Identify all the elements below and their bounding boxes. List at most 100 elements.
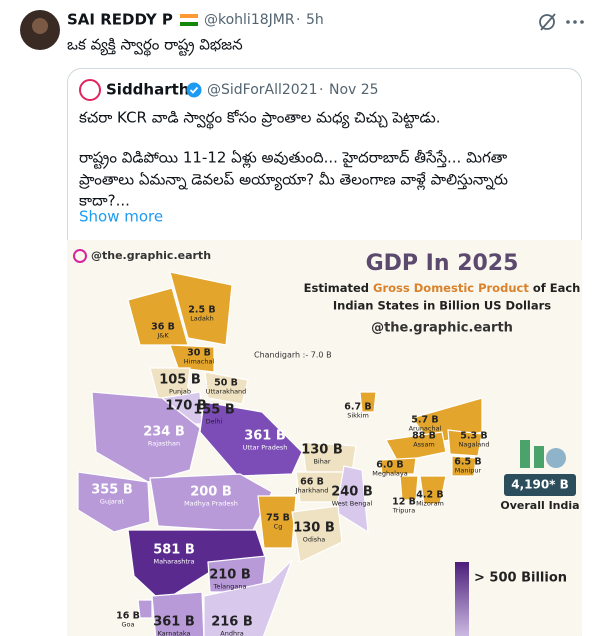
state — [447, 429, 483, 457]
state-value: 581 B — [153, 543, 195, 558]
state — [169, 344, 215, 373]
subtitle-highlight: Gross Domestic Product — [373, 281, 529, 295]
state-value: 16 B — [116, 611, 140, 622]
state-value: 361 B — [244, 429, 286, 444]
state-name: Arunachal — [409, 425, 442, 433]
state-name: Cg — [274, 523, 283, 531]
state-name: Jharkhand — [295, 487, 329, 495]
state-value: 4.2 B — [416, 490, 443, 501]
state-name: Punjab — [169, 388, 191, 396]
state-name: Ladakh — [190, 315, 214, 323]
state-name: Sikkim — [347, 412, 369, 420]
avatar-face — [32, 18, 48, 34]
state-name: Tripura — [392, 507, 415, 515]
overall-box — [504, 474, 576, 496]
grok-icon[interactable] — [539, 13, 556, 31]
overall-label: Overall India — [500, 499, 579, 512]
state — [451, 455, 477, 477]
state-name: Uttar Pradesh — [243, 444, 288, 452]
state — [399, 475, 419, 501]
state-value: 6.0 B — [376, 460, 403, 471]
state-name: Telangana — [213, 583, 247, 591]
flag-band — [180, 18, 198, 22]
quote-author: Siddharth — [106, 81, 189, 99]
state-name: Nagaland — [459, 441, 490, 449]
state — [137, 599, 153, 619]
state — [204, 371, 249, 405]
state-name: Karnataka — [158, 630, 191, 636]
image-subtitle: Estimated Gross Domestic Product of Each — [304, 281, 581, 295]
state-name: Madhya Pradesh — [184, 500, 238, 508]
state — [169, 271, 233, 346]
state-name: Delhi — [206, 418, 223, 426]
state-name: J&K — [156, 332, 169, 340]
quote-line: కచరా KCR వాడి స్వార్థం కోసం ప్రాంతాల మధ్… — [79, 109, 441, 130]
state — [359, 391, 377, 413]
state-name: Odisha — [303, 536, 326, 544]
image-handle: @the.graphic.earth — [91, 249, 211, 262]
time[interactable]: 5h — [306, 12, 324, 28]
state-value: 355 B — [91, 483, 133, 498]
quote-line: ప్రాంతాలు ఏమన్నా డెవలప్ అయ్యాయా? మీ తెలం… — [79, 171, 508, 191]
state — [203, 559, 293, 636]
legend-bar — [455, 562, 469, 636]
coins-icon — [520, 440, 566, 468]
state-value: 234 B — [143, 425, 185, 440]
state — [257, 495, 297, 549]
quote-line: కాదా?... — [79, 192, 130, 210]
more-icon[interactable] — [566, 20, 584, 24]
state — [419, 475, 447, 505]
state-value: 155 B — [193, 403, 235, 418]
state-value: 170 B — [165, 399, 207, 414]
state-value: 66 B — [300, 477, 324, 488]
state — [91, 391, 201, 483]
state-value: 5.3 B — [460, 431, 487, 442]
state-value: 6.5 B — [454, 457, 481, 468]
state-value: 210 B — [209, 568, 251, 583]
state-name: West Bengal — [332, 500, 373, 508]
state-name: Andhra — [220, 630, 243, 636]
state-name: Uttarakhand — [206, 388, 247, 396]
quote-avatar — [79, 79, 101, 101]
handle[interactable]: @kohli18JMR — [204, 12, 295, 28]
separator: · — [319, 82, 323, 98]
state — [127, 287, 189, 346]
image-title: GDP In 2025 — [366, 251, 519, 276]
image-subtitle: Indian States in Billion US Dollars — [333, 299, 551, 313]
quote-handle: @SidForAll2021 — [207, 82, 318, 98]
quote-line: రాష్ట్రం విడిపోయి 11-12 ఏళ్లు అవుతుంది..… — [79, 149, 508, 170]
state-name: Assam — [413, 441, 435, 449]
verified-badge — [186, 82, 202, 98]
legend-label: > 500 Billion — [474, 571, 567, 586]
instagram-icon — [73, 249, 87, 263]
author[interactable]: SAI REDDY P — [67, 11, 173, 29]
state-value: 50 B — [214, 378, 238, 389]
state-value: 240 B — [331, 485, 373, 500]
state — [385, 431, 447, 463]
state-value: 88 B — [412, 431, 436, 442]
state-value: 200 B — [190, 485, 232, 500]
tweet-text: ఒక వ్యక్తి స్వార్థం రాష్ట్ర విభజన — [67, 36, 243, 57]
state-name: Rajasthan — [148, 440, 180, 448]
state-value: 2.5 B — [188, 305, 215, 316]
subtitle-part: of Each — [529, 281, 581, 295]
state-value: 130 B — [301, 443, 343, 458]
state-name: Bihar — [313, 458, 330, 466]
state-name: Meghalaya — [372, 470, 407, 478]
image-credit: @the.graphic.earth — [371, 321, 513, 336]
show-more[interactable]: Show more — [79, 208, 163, 226]
state-name: Mizoram — [416, 500, 444, 508]
state-value: 6.7 B — [344, 402, 371, 413]
overall-value: 4,190* B — [511, 478, 569, 492]
state-value: 361 B — [153, 615, 195, 630]
state-value: 216 B — [211, 615, 253, 630]
state-value: 36 B — [151, 322, 175, 333]
state-value: 12 B — [392, 497, 416, 508]
state — [335, 465, 369, 534]
state-value: 130 B — [293, 521, 335, 536]
state-name: Goa — [122, 621, 135, 629]
flag-band — [180, 22, 198, 26]
